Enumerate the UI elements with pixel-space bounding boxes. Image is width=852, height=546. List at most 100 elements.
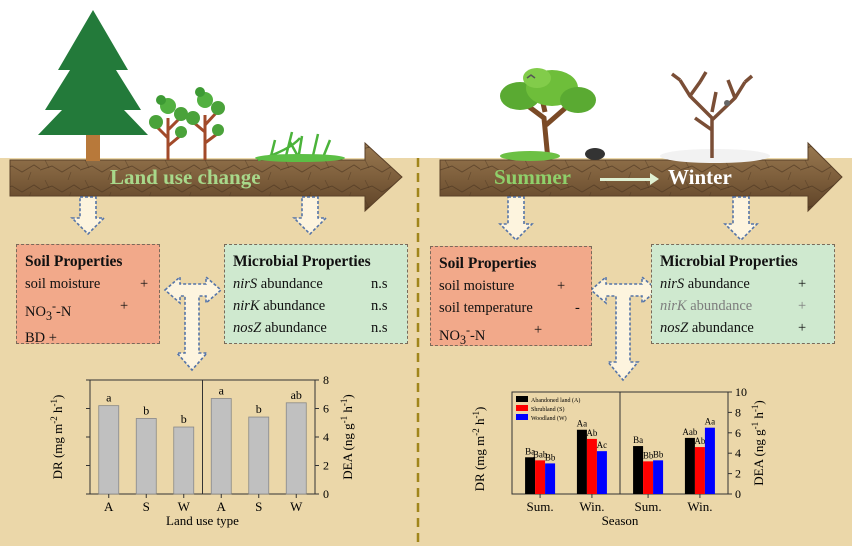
y-right-tick-label: 6: [323, 402, 329, 416]
summer-tree-icon: [500, 68, 605, 161]
soil-properties-title: Soil Properties: [25, 253, 123, 270]
significance-letter: Ac: [597, 440, 608, 450]
bar: [684, 437, 695, 494]
land-use-change-label: Land use change: [110, 165, 261, 189]
down-arrow-icon: [723, 196, 759, 242]
microbial-properties-title: Microbial Properties: [233, 253, 371, 270]
significance-letter: Aa: [577, 419, 588, 429]
season-chart: 0 2 4 6 8 10 Abandoned land (A) Shrubland (S) Wo…: [471, 385, 766, 528]
soil-moisture-row: soil moisture +: [439, 278, 566, 294]
down-arrow-icon: [292, 196, 328, 236]
legend-swatch: [516, 396, 528, 402]
significance-letter: Ab: [694, 436, 705, 446]
x-tick-label: A: [104, 499, 114, 514]
left-microbial-properties-box: Microbial Properties nirS abundance n.s n…: [224, 244, 408, 344]
y-right-tick-label: 2: [735, 467, 741, 481]
nosz-row: nosZ abundance +: [660, 320, 807, 336]
y-axis-left-label: DR (mg m-2 h-1): [49, 395, 65, 480]
x-tick-label: S: [255, 499, 262, 514]
x-tick-label: A: [217, 499, 227, 514]
season-arrow-line: [600, 178, 652, 181]
significance-letter: Ba: [525, 446, 535, 456]
legend-label: Woodland (W): [531, 415, 567, 422]
summer-label: Summer: [494, 165, 571, 189]
x-axis-label: Land use type: [166, 513, 239, 528]
x-tick-label: W: [290, 499, 303, 514]
bar: [135, 418, 157, 495]
nirs-row: nirS abundance +: [660, 276, 807, 292]
soil-temperature-row: soil temperature -: [439, 300, 580, 316]
significance-letter: Ab: [586, 428, 597, 438]
bar: [653, 460, 664, 494]
bar: [535, 460, 546, 494]
soil-moisture-row: soil moisture +: [25, 276, 149, 292]
y-right-tick-label: 2: [323, 459, 329, 473]
right-microbial-properties-box: Microbial Properties nirS abundance + nir…: [651, 244, 835, 344]
bar: [643, 461, 654, 494]
soil-properties-title: Soil Properties: [439, 255, 537, 272]
bar: [248, 416, 270, 495]
y-axis-right-label: DEA (ng g-1 h-1): [750, 400, 766, 485]
bar: [576, 429, 587, 494]
bar: [173, 426, 195, 495]
y-right-tick-label: 0: [735, 487, 741, 501]
y-right-tick-label: 4: [323, 430, 329, 444]
significance-letter: Aab: [682, 427, 697, 437]
x-tick-label: Sum.: [635, 499, 662, 514]
significance-letter: b: [143, 403, 149, 417]
nosz-row: nosZ abundance n.s: [233, 320, 388, 336]
y-right-tick-label: 8: [735, 405, 741, 419]
significance-letter: ab: [291, 388, 302, 402]
down-arrow-icon: [498, 196, 534, 242]
x-axis-label: Season: [602, 513, 639, 528]
x-tick-label: Win.: [687, 499, 712, 514]
double-arrow-icon: [163, 275, 223, 372]
right-soil-properties-box: Soil Properties soil moisture + soil temp…: [430, 246, 592, 347]
bar: [98, 405, 120, 495]
double-arrow-icon: [589, 275, 659, 382]
microbial-properties-title: Microbial Properties: [660, 253, 798, 270]
nirk-row: nirK abundance +: [660, 298, 807, 314]
pine-tree-icon: [38, 10, 148, 161]
bar: [694, 447, 705, 494]
significance-letter: b: [256, 402, 262, 416]
y-axis-right-label: DEA (ng g-1 h-1): [339, 394, 355, 479]
significance-letter: b: [181, 412, 187, 426]
significance-letter: Bb: [643, 450, 654, 460]
bar: [586, 438, 597, 494]
bar: [285, 402, 307, 495]
x-tick-label: Win.: [579, 499, 604, 514]
x-tick-label: W: [178, 499, 191, 514]
winter-tree-icon: [660, 71, 770, 163]
nirs-row: nirS abundance n.s: [233, 276, 388, 292]
bar: [704, 427, 715, 494]
nirk-row: nirK abundance n.s: [233, 298, 388, 314]
legend-label: Shrubland (S): [531, 406, 565, 413]
bird-icon: [526, 74, 536, 79]
left-soil-properties-box: Soil Properties soil moisture + NO3--N + …: [16, 244, 160, 346]
down-arrow-icon: [70, 196, 106, 236]
y-right-tick-label: 6: [735, 426, 741, 440]
nitrate-row: NO3--N +: [25, 298, 129, 323]
y-right-tick-label: 0: [323, 487, 329, 501]
significance-letter: Aa: [705, 417, 716, 427]
winter-label: Winter: [668, 165, 732, 189]
significance-letter: Bb: [545, 452, 556, 462]
bar: [596, 451, 607, 494]
significance-letter: Bb: [653, 449, 664, 459]
y-right-tick-label: 4: [735, 446, 741, 460]
season-arrow-head: [650, 173, 659, 185]
bar: [210, 398, 232, 495]
significance-letter: Ba: [633, 435, 643, 445]
legend-swatch: [516, 414, 528, 420]
y-right-tick-label: 10: [735, 385, 747, 399]
bar: [633, 446, 644, 494]
significance-letter: a: [219, 384, 225, 398]
significance-letter: Bab: [533, 449, 548, 459]
nitrate-row: NO3--N +: [439, 322, 543, 347]
sapling-icon: [149, 87, 225, 160]
legend-label: Abandoned land (A): [531, 397, 580, 404]
